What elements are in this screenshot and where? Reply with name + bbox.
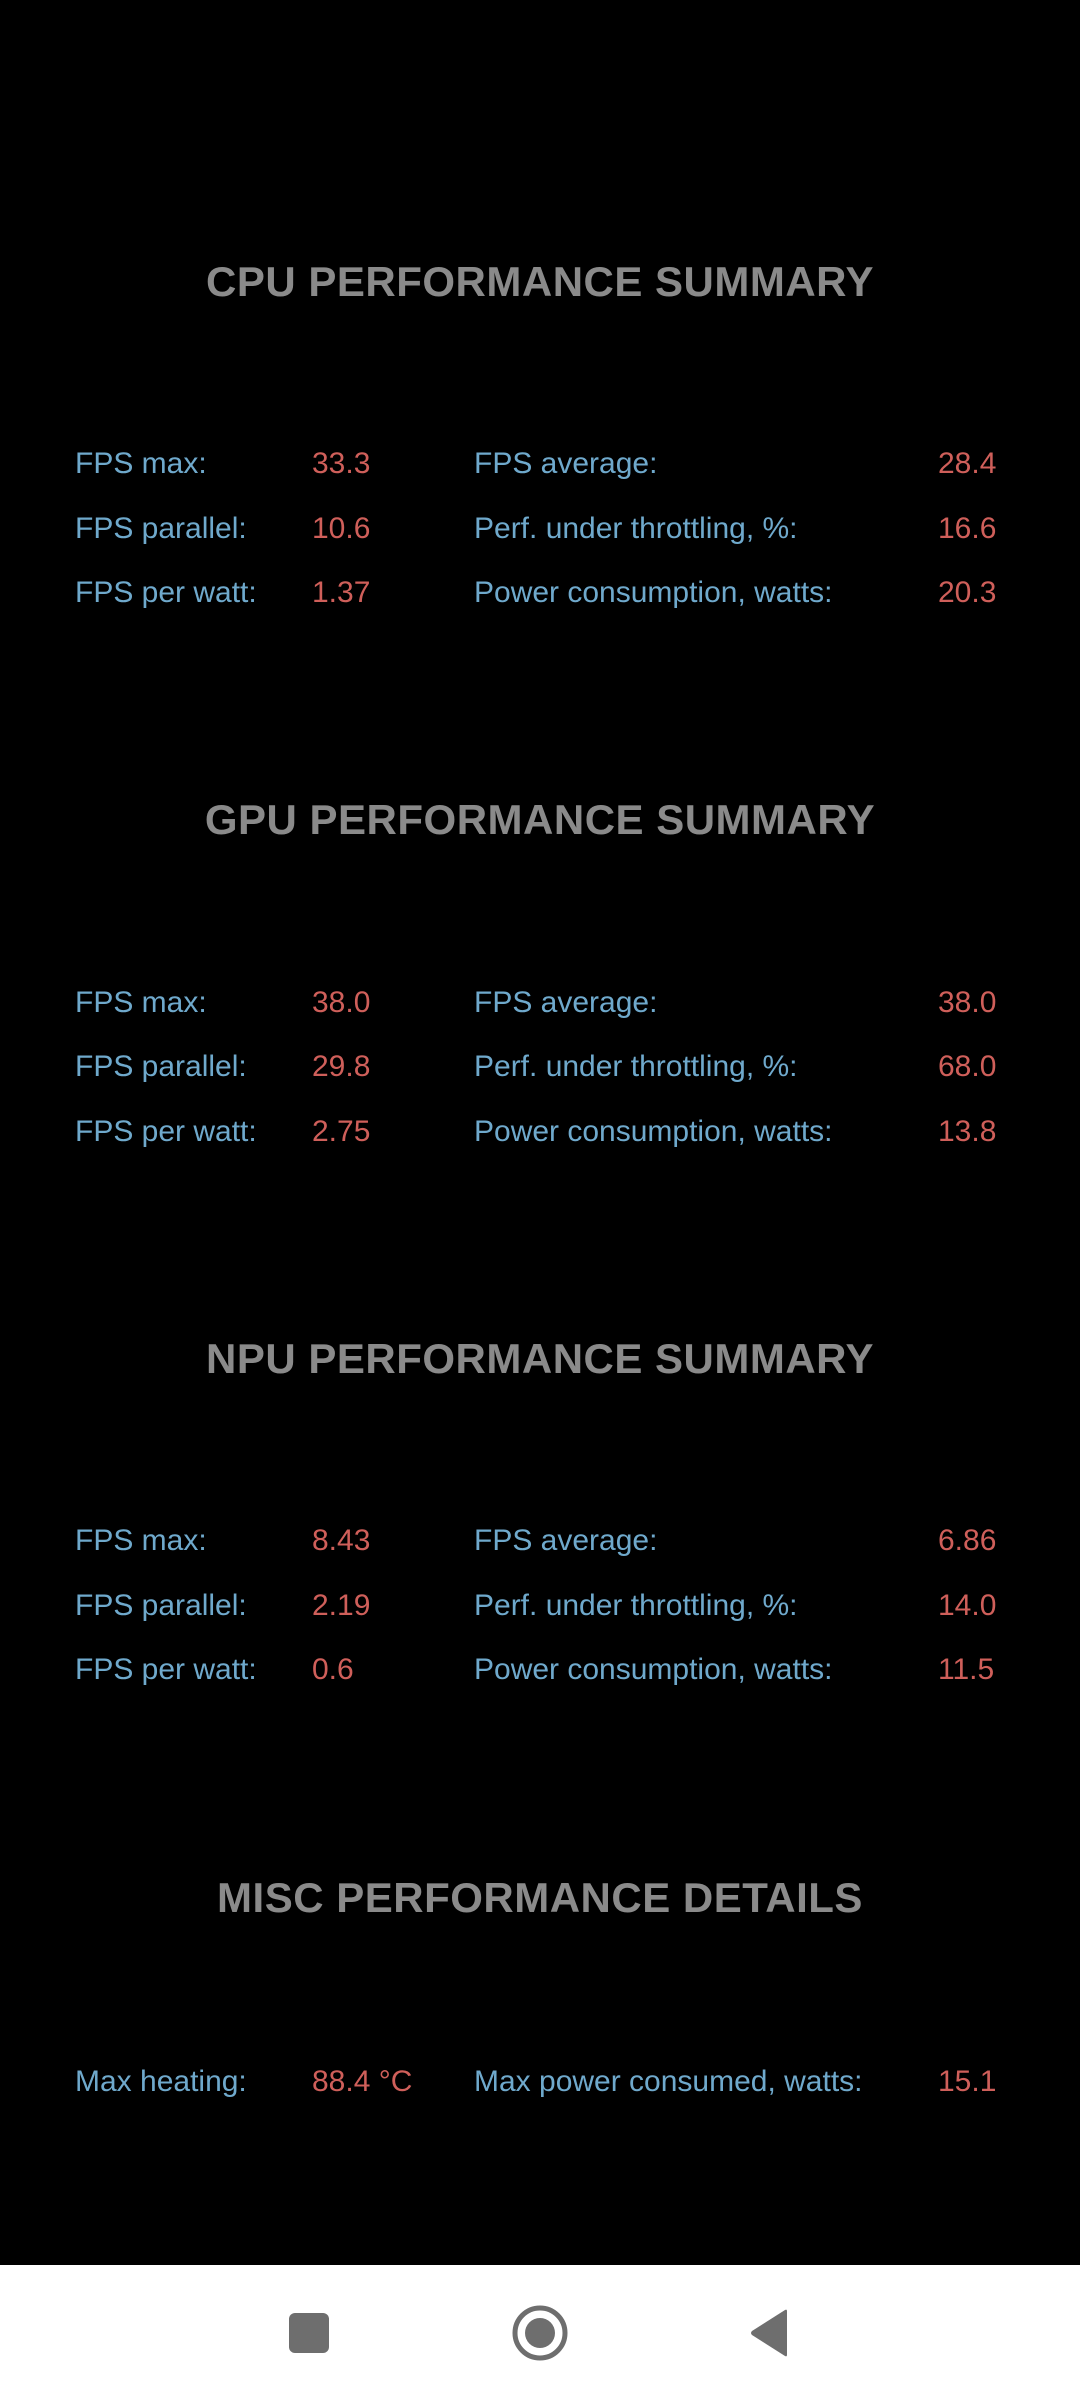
max-heating-value: 88.4 °C <box>312 2065 413 2098</box>
gpu-power-label: Power consumption, watts: <box>474 1115 833 1148</box>
home-circle-icon <box>512 2305 568 2360</box>
navigation-bar <box>0 2265 1080 2400</box>
back-triangle-icon <box>751 2309 787 2356</box>
npu-section-title: NPU PERFORMANCE SUMMARY <box>206 1335 874 1382</box>
cpu-fps-max-label: FPS max: <box>75 447 207 480</box>
cpu-power-value: 20.3 <box>938 576 997 609</box>
cpu-fps-per-watt-label: FPS per watt: <box>75 576 257 609</box>
npu-fps-max-value: 8.43 <box>312 1524 371 1557</box>
gpu-fps-average-value: 38.0 <box>938 986 997 1019</box>
gpu-fps-max-label: FPS max: <box>75 986 207 1019</box>
npu-fps-average-value: 6.86 <box>938 1524 997 1557</box>
gpu-fps-average-label: FPS average: <box>474 986 658 1019</box>
gpu-section-title: GPU PERFORMANCE SUMMARY <box>204 796 876 843</box>
cpu-fps-parallel-label: FPS parallel: <box>75 512 247 545</box>
cpu-fps-per-watt-value: 1.37 <box>312 576 371 609</box>
gpu-fps-per-watt-label: FPS per watt: <box>75 1115 257 1148</box>
gpu-throttling-value: 68.0 <box>938 1050 997 1083</box>
npu-fps-parallel-label: FPS parallel: <box>75 1589 247 1622</box>
cpu-fps-parallel-value: 10.6 <box>312 512 371 545</box>
home-button[interactable] <box>480 2265 600 2400</box>
back-button[interactable] <box>709 2265 829 2400</box>
cpu-fps-average-label: FPS average: <box>474 447 658 480</box>
cpu-fps-average-value: 28.4 <box>938 447 997 480</box>
recents-button[interactable] <box>249 2265 369 2400</box>
npu-fps-per-watt-value: 0.6 <box>312 1653 354 1686</box>
npu-fps-average-label: FPS average: <box>474 1524 658 1557</box>
cpu-power-label: Power consumption, watts: <box>474 576 833 609</box>
gpu-throttling-label: Perf. under throttling, %: <box>474 1050 798 1083</box>
misc-section-title: MISC PERFORMANCE DETAILS <box>217 1874 863 1921</box>
npu-throttling-value: 14.0 <box>938 1589 997 1622</box>
gpu-power-value: 13.8 <box>938 1115 997 1148</box>
max-power-value: 15.1 <box>938 2065 997 2098</box>
max-power-label: Max power consumed, watts: <box>474 2065 863 2098</box>
max-heating-label: Max heating: <box>75 2065 247 2098</box>
cpu-throttling-value: 16.6 <box>938 512 997 545</box>
recents-square-icon <box>289 2312 329 2353</box>
npu-fps-parallel-value: 2.19 <box>312 1589 371 1622</box>
cpu-section-title: CPU PERFORMANCE SUMMARY <box>206 258 874 305</box>
cpu-fps-max-value: 33.3 <box>312 447 371 480</box>
cpu-throttling-label: Perf. under throttling, %: <box>474 512 798 545</box>
npu-power-value: 11.5 <box>938 1653 995 1686</box>
npu-throttling-label: Perf. under throttling, %: <box>474 1589 798 1622</box>
gpu-fps-max-value: 38.0 <box>312 986 371 1019</box>
npu-power-label: Power consumption, watts: <box>474 1653 833 1686</box>
gpu-fps-parallel-value: 29.8 <box>312 1050 371 1083</box>
gpu-fps-parallel-label: FPS parallel: <box>75 1050 247 1083</box>
npu-fps-max-label: FPS max: <box>75 1524 207 1557</box>
gpu-fps-per-watt-value: 2.75 <box>312 1115 371 1148</box>
npu-fps-per-watt-label: FPS per watt: <box>75 1653 257 1686</box>
